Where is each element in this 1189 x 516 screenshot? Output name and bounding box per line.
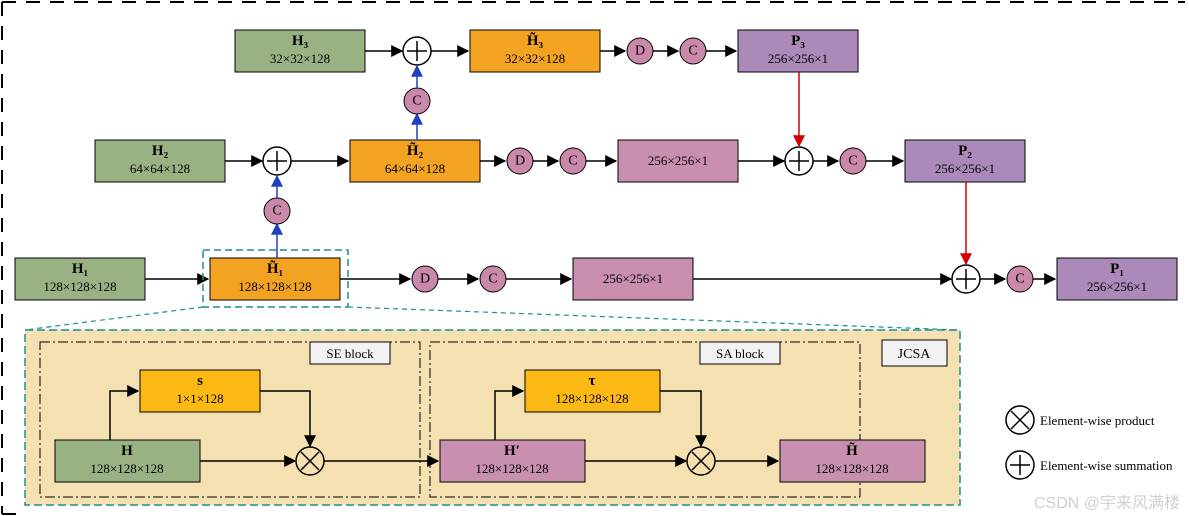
svg-text:SE block: SE block [326,346,374,361]
svg-text:H₁: H₁ [72,261,88,277]
svg-text:JCSA: JCSA [898,347,932,362]
svg-text:128×128×128: 128×128×128 [90,461,163,476]
svg-text:P₂: P₂ [958,143,972,159]
svg-text:1×1×128: 1×1×128 [176,391,223,406]
svg-text:C: C [688,44,697,59]
svg-text:C: C [488,272,497,287]
svg-text:256×256×1: 256×256×1 [648,153,708,168]
H3-title: H₃ [292,33,309,49]
svg-text:P₁: P₁ [1110,261,1124,277]
watermark: CSDN @宇来风满楼 [1034,494,1180,512]
svg-text:128×128×128: 128×128×128 [238,279,311,294]
svg-text:128×128×128: 128×128×128 [43,279,116,294]
svg-text:256×256×1: 256×256×1 [935,161,995,176]
svg-text:Element-wise product: Element-wise product [1040,413,1155,428]
svg-text:C: C [272,204,281,219]
Ht3-title: H̃₃ [527,32,544,49]
svg-text:128×128×128: 128×128×128 [555,391,628,406]
row1: H₁ 128×128×128 H̃₁ 128×128×128 D C 256×2… [15,250,1177,307]
svg-text:256×256×1: 256×256×1 [603,271,663,286]
svg-text:D: D [420,272,430,287]
svg-text:H′: H′ [504,443,520,459]
P3-title: P₃ [791,33,805,49]
svg-text:τ: τ [589,373,596,389]
jcsa-panel: JCSA SE block H 128×128×128 s 1×1×128 SA… [25,330,960,505]
row2: H₂ 64×64×128 H̃₂ 64×64×128 D C 256×256×1… [95,140,1025,182]
P3-sub: 256×256×1 [768,51,828,66]
svg-text:128×128×128: 128×128×128 [815,461,888,476]
svg-text:H₂: H₂ [152,143,169,159]
diagram-svg: H₃ 32×32×128 H̃₃ 32×32×128 D C P₃ 256×25… [0,0,1189,516]
svg-text:D: D [515,154,525,169]
svg-text:C: C [568,154,577,169]
svg-text:s: s [197,373,203,389]
svg-text:H̃₁: H̃₁ [267,260,283,277]
Ht3-sub: 32×32×128 [505,51,565,66]
svg-text:H̃: H̃ [846,442,858,459]
svg-text:C: C [412,94,421,109]
svg-text:SA block: SA block [716,346,765,361]
svg-text:64×64×128: 64×64×128 [385,161,445,176]
svg-text:64×64×128: 64×64×128 [130,161,190,176]
svg-text:256×256×1: 256×256×1 [1087,279,1147,294]
row3: H₃ 32×32×128 H̃₃ 32×32×128 D C P₃ 256×25… [235,30,858,72]
svg-text:C: C [848,154,857,169]
svg-text:128×128×128: 128×128×128 [475,461,548,476]
legend: Element-wise product Element-wise summat… [1006,406,1173,479]
svg-text:C: C [1015,272,1024,287]
svg-text:H: H [121,443,133,459]
svg-text:H̃₂: H̃₂ [407,142,424,159]
svg-text:D: D [635,44,645,59]
svg-text:Element-wise summation: Element-wise summation [1040,458,1173,473]
H3-sub: 32×32×128 [270,51,330,66]
